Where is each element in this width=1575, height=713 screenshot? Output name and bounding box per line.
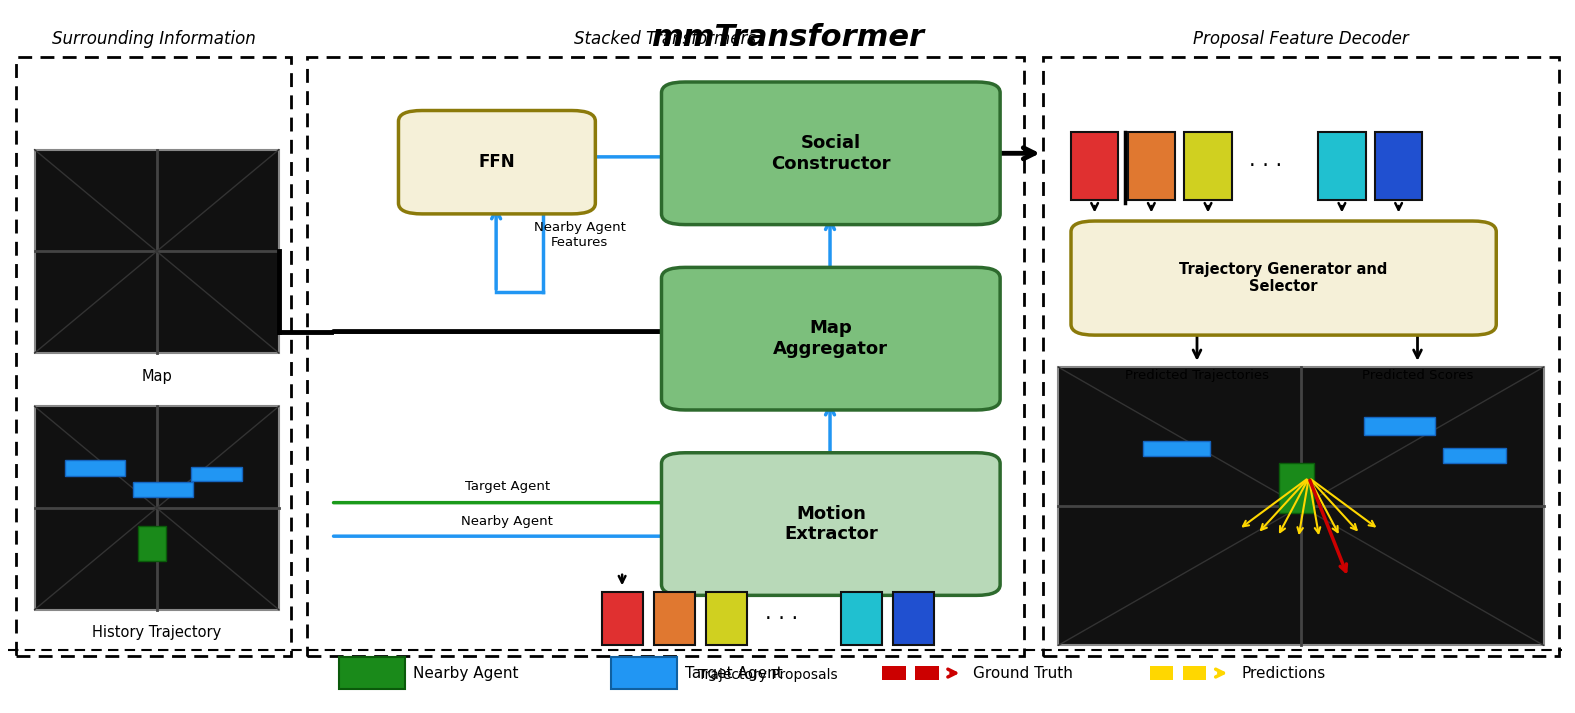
Text: FFN: FFN	[479, 153, 515, 171]
Text: Target Agent: Target Agent	[685, 665, 783, 681]
FancyBboxPatch shape	[398, 111, 595, 214]
FancyBboxPatch shape	[1364, 417, 1435, 435]
FancyBboxPatch shape	[662, 267, 1000, 410]
FancyBboxPatch shape	[841, 592, 882, 645]
FancyBboxPatch shape	[35, 150, 279, 353]
FancyBboxPatch shape	[191, 467, 243, 481]
FancyBboxPatch shape	[662, 82, 1000, 225]
FancyBboxPatch shape	[602, 592, 643, 645]
FancyBboxPatch shape	[139, 526, 167, 562]
FancyBboxPatch shape	[662, 453, 1000, 595]
Text: Trajectory Generator and
Selector: Trajectory Generator and Selector	[1180, 262, 1388, 294]
Text: Proposal Feature Decoder: Proposal Feature Decoder	[1194, 31, 1408, 48]
FancyBboxPatch shape	[1318, 132, 1366, 200]
Text: History Trajectory: History Trajectory	[91, 625, 222, 640]
FancyBboxPatch shape	[339, 657, 405, 689]
Text: Trajectory Proposals: Trajectory Proposals	[698, 668, 838, 682]
Text: Ground Truth: Ground Truth	[973, 665, 1073, 681]
FancyBboxPatch shape	[1150, 666, 1173, 680]
FancyBboxPatch shape	[1184, 132, 1232, 200]
Text: Predicted Trajectories: Predicted Trajectories	[1125, 369, 1269, 382]
Text: Stacked Transformers: Stacked Transformers	[575, 31, 756, 48]
FancyBboxPatch shape	[893, 592, 934, 645]
FancyBboxPatch shape	[1279, 463, 1314, 513]
FancyBboxPatch shape	[654, 592, 695, 645]
FancyBboxPatch shape	[1071, 132, 1118, 200]
Text: Nearby Agent
Features: Nearby Agent Features	[534, 221, 625, 250]
FancyBboxPatch shape	[882, 666, 906, 680]
Text: · · ·: · · ·	[765, 608, 799, 629]
FancyBboxPatch shape	[132, 482, 192, 498]
Text: Social
Constructor: Social Constructor	[772, 134, 890, 173]
FancyBboxPatch shape	[65, 461, 126, 476]
FancyBboxPatch shape	[1071, 221, 1496, 335]
FancyBboxPatch shape	[1143, 441, 1210, 456]
FancyBboxPatch shape	[706, 592, 747, 645]
FancyBboxPatch shape	[915, 666, 939, 680]
Text: Predictions: Predictions	[1241, 665, 1325, 681]
Text: · · ·: · · ·	[1249, 155, 1282, 176]
FancyBboxPatch shape	[1058, 367, 1544, 645]
FancyBboxPatch shape	[1183, 666, 1206, 680]
Text: Surrounding Information: Surrounding Information	[52, 31, 255, 48]
Text: Map: Map	[142, 369, 172, 384]
FancyBboxPatch shape	[1443, 448, 1506, 463]
FancyBboxPatch shape	[35, 406, 279, 610]
Text: Target Agent: Target Agent	[465, 481, 550, 493]
Text: Nearby Agent: Nearby Agent	[413, 665, 518, 681]
FancyBboxPatch shape	[1128, 132, 1175, 200]
Text: Nearby Agent: Nearby Agent	[461, 515, 553, 528]
FancyBboxPatch shape	[1375, 132, 1422, 200]
Text: mmTransformer: mmTransformer	[650, 23, 925, 52]
FancyBboxPatch shape	[611, 657, 677, 689]
Text: Map
Aggregator: Map Aggregator	[773, 319, 888, 358]
Text: Predicted Scores: Predicted Scores	[1362, 369, 1473, 382]
Text: Motion
Extractor: Motion Extractor	[784, 505, 877, 543]
